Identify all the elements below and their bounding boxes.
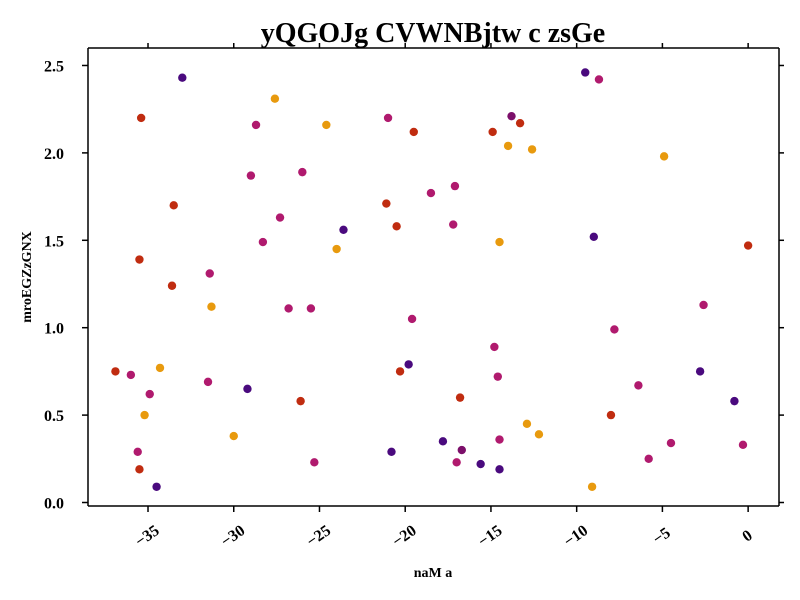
scatter-point: [455, 393, 465, 402]
scatter-point: [392, 222, 401, 231]
scatter-point: [534, 430, 544, 439]
scatter-point: [243, 384, 252, 394]
scatter-point: [493, 372, 502, 381]
x-tick-label: −15: [475, 522, 505, 550]
scatter-point: [310, 458, 319, 467]
scatter-point: [251, 120, 261, 130]
x-axis-label: naM a: [414, 566, 453, 581]
scatter-point: [111, 367, 120, 376]
scatter-point: [606, 410, 616, 420]
scatter-point: [387, 447, 396, 457]
scatter-point: [246, 171, 256, 180]
scatter-point: [488, 127, 497, 137]
scatter-point: [503, 141, 513, 151]
scatter-point: [133, 447, 142, 457]
scatter-point: [476, 459, 485, 469]
scatter-point: [296, 396, 305, 406]
scatter-point: [507, 111, 516, 121]
scatter-point: [515, 118, 525, 128]
scatter-point: [395, 367, 405, 376]
scatter-point: [136, 113, 146, 123]
y-tick-label: 0.0: [44, 496, 64, 513]
scatter-point: [178, 73, 187, 82]
scatter-point: [730, 396, 739, 406]
scatter-point: [140, 410, 149, 420]
scatter-point: [587, 482, 597, 491]
scatter-point: [229, 431, 238, 441]
scatter-point: [270, 94, 280, 103]
y-axis-ticks: 0.0 0.5 1.0 1.5 2.0 2.5: [44, 58, 784, 513]
scatter-point: [207, 302, 216, 311]
scatter-point: [527, 145, 537, 154]
scatter-point: [699, 300, 708, 310]
scatter-point: [404, 360, 413, 369]
scatter-point: [258, 237, 268, 247]
scatter-point: [438, 437, 448, 446]
scatter-point: [589, 232, 599, 241]
y-tick-label: 1.5: [44, 233, 64, 250]
x-tick-label: −5: [650, 524, 674, 548]
scatter-point: [298, 167, 307, 177]
scatter-point: [169, 201, 178, 210]
scatter-point: [594, 75, 604, 84]
scatter-point: [284, 304, 293, 313]
data-points: [111, 68, 753, 491]
x-tick-label: −10: [561, 522, 591, 550]
plot-frame: [87, 47, 780, 507]
scatter-point: [145, 389, 154, 399]
scatter-point: [205, 269, 214, 278]
x-tick-label: −25: [304, 522, 334, 550]
scatter-point: [522, 419, 532, 429]
scatter-point: [581, 68, 590, 77]
y-axis-label: mroEGZzGNX: [20, 231, 35, 323]
scatter-point: [743, 241, 753, 250]
x-tick-label: −35: [132, 522, 162, 550]
x-tick-label: 0: [739, 527, 755, 546]
scatter-point: [135, 255, 144, 264]
scatter-point: [659, 152, 669, 161]
scatter-point: [155, 363, 165, 373]
scatter-point: [450, 181, 460, 191]
scatter-point: [275, 213, 285, 222]
scatter-point: [382, 199, 391, 208]
scatter-point: [322, 120, 331, 130]
x-tick-label: −20: [389, 522, 419, 550]
scatter-point: [126, 370, 136, 380]
scatter-point: [452, 458, 461, 467]
scatter-point: [644, 454, 653, 464]
scatter-point: [495, 237, 504, 247]
scatter-point: [135, 465, 144, 474]
scatter-point: [457, 445, 466, 455]
scatter-point: [426, 188, 436, 198]
scatter-point: [490, 342, 499, 352]
scatter-point: [152, 482, 161, 491]
scatter-point: [495, 465, 504, 474]
scatter-point: [738, 440, 748, 450]
y-tick-label: 0.5: [44, 408, 64, 425]
scatter-point: [407, 314, 417, 324]
scatter-point: [306, 304, 316, 313]
scatter-point: [610, 325, 619, 334]
x-tick-label: −30: [218, 522, 248, 550]
y-tick-label: 2.5: [44, 58, 64, 75]
scatter-point: [666, 438, 676, 448]
scatter-point: [339, 225, 348, 235]
y-tick-label: 2.0: [44, 146, 64, 163]
scatter-point: [203, 377, 213, 387]
scatter-point: [383, 113, 393, 123]
scatter-point: [409, 127, 418, 137]
scatter-point: [495, 435, 504, 444]
scatter-point: [167, 281, 177, 290]
x-axis-ticks: −35 −30 −25 −20 −15 −10 −5 0: [132, 43, 756, 550]
scatter-point: [634, 381, 643, 390]
y-tick-label: 1.0: [44, 321, 64, 338]
scatter-point: [449, 220, 458, 229]
scatter-point: [332, 244, 341, 254]
scatter-point: [695, 367, 705, 376]
chart-title: yQGOJg CVWNBjtw c zsGe: [261, 18, 606, 49]
